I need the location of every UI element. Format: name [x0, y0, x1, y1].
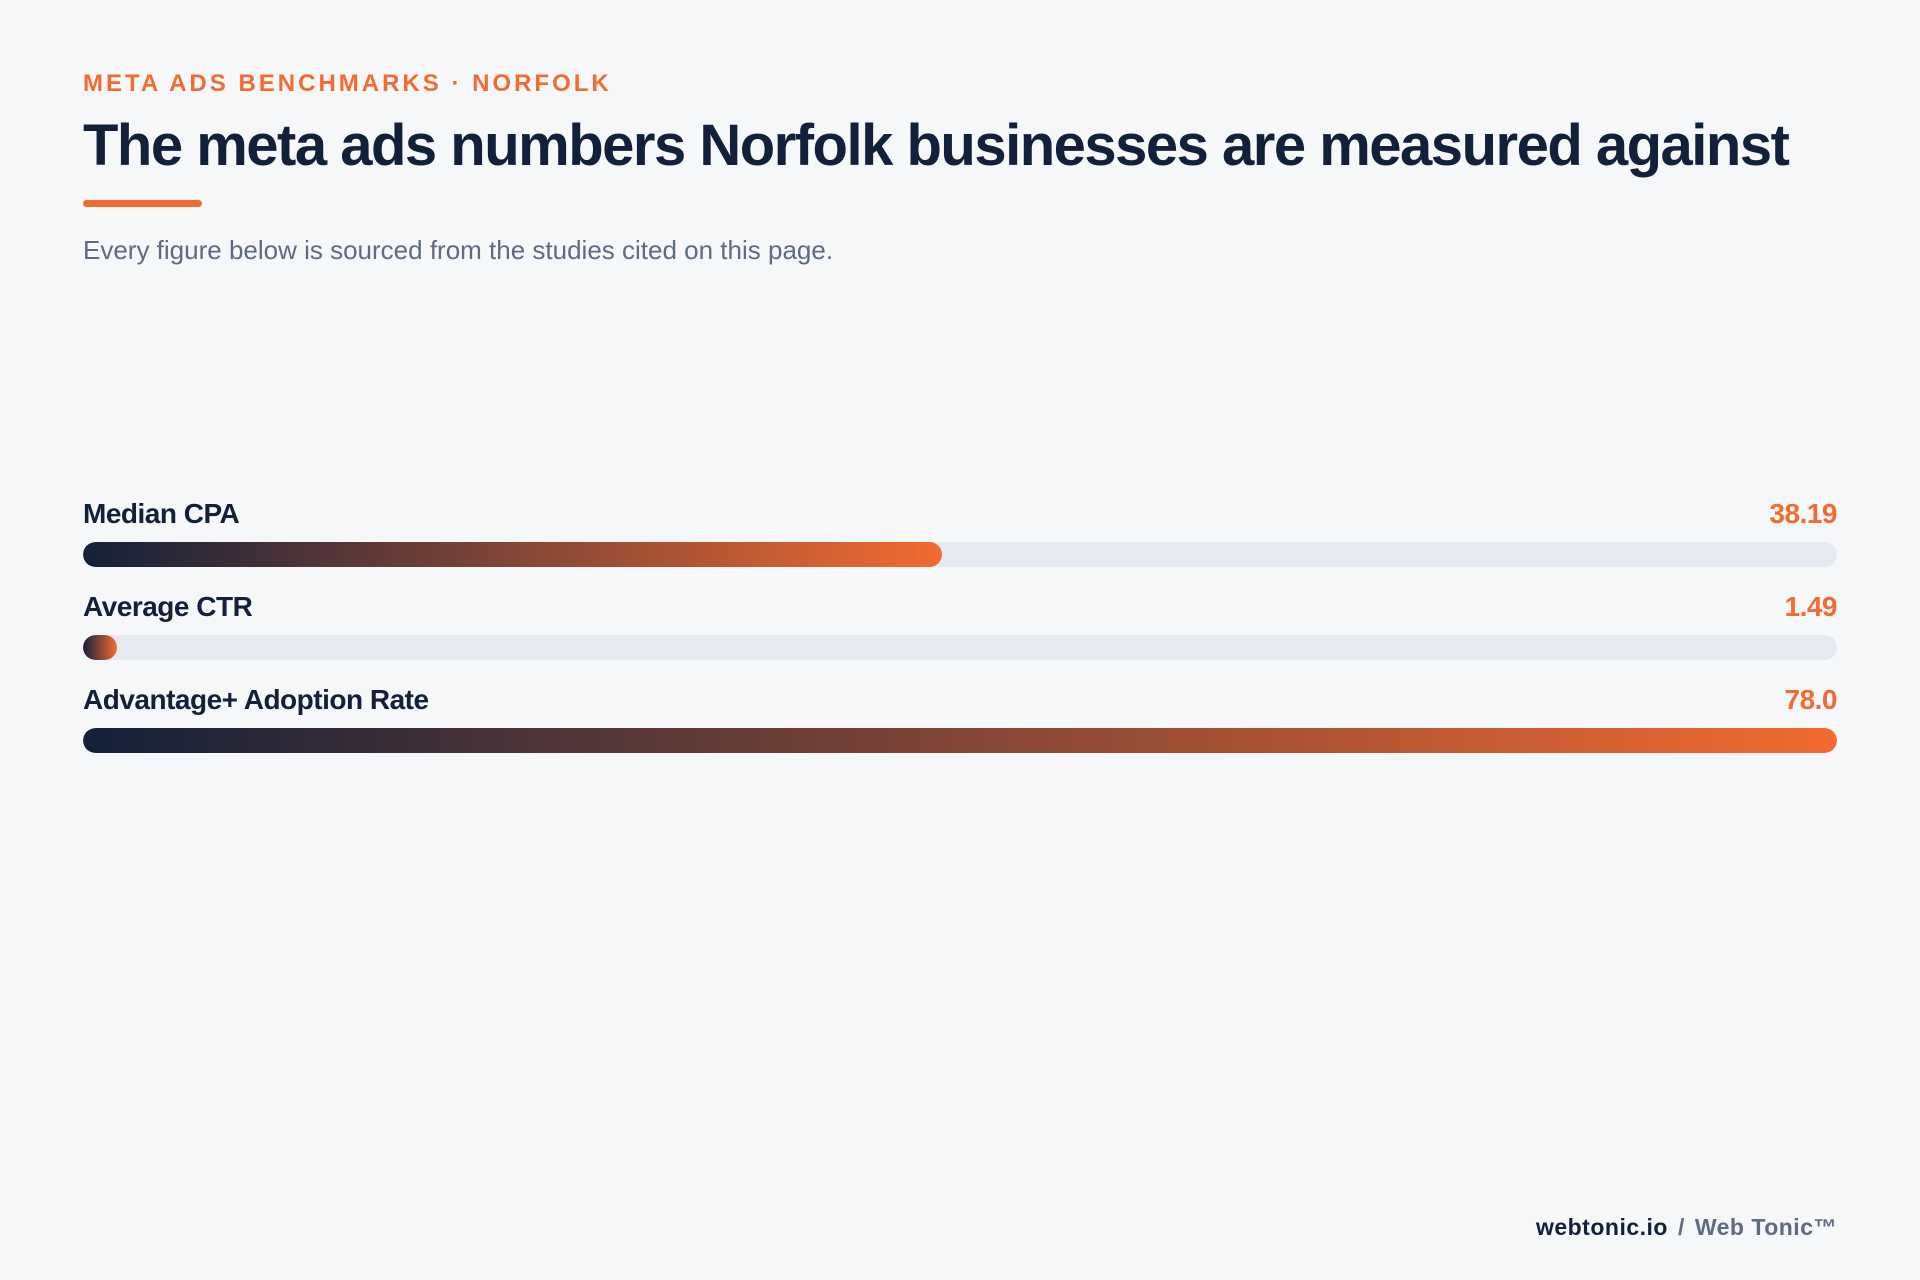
bar-header: Advantage+ Adoption Rate 78.0: [83, 678, 1837, 728]
bar-row: Advantage+ Adoption Rate 78.0: [83, 678, 1837, 771]
bar-label: Average CTR: [83, 591, 253, 622]
bar-label: Advantage+ Adoption Rate: [83, 684, 429, 715]
bar-value-label: 78.0: [1784, 684, 1838, 715]
bar-chart: Median CPA 38.19 Average CTR 1.49 Advantage+…: [83, 492, 1837, 771]
bar-row: Average CTR 1.49: [83, 585, 1837, 678]
bar-header: Median CPA 38.19: [83, 492, 1837, 542]
footer-site-link[interactable]: webtonic.io: [1535, 1214, 1668, 1240]
bar-value-label: 1.49: [1784, 591, 1838, 622]
bar-header: Average CTR 1.49: [83, 585, 1837, 635]
bar-track: [83, 542, 1837, 567]
page-title: The meta ads numbers Norfolk businesses …: [83, 113, 1790, 178]
title-underline: [83, 200, 202, 207]
footer-credit: webtonic.io / Web Tonic™: [1536, 1214, 1837, 1241]
footer-brand: Web Tonic™: [1694, 1214, 1837, 1240]
footer-separator: /: [1677, 1214, 1685, 1240]
page-subtitle: Every figure below is sourced from the s…: [83, 235, 834, 265]
bar-fill: [83, 635, 117, 660]
bar-track: [83, 728, 1837, 753]
eyebrow-label: META ADS BENCHMARKS · NORFOLK: [83, 70, 612, 97]
bar-label: Median CPA: [83, 498, 240, 529]
bar-row: Median CPA 38.19: [83, 492, 1837, 585]
bar-fill: [83, 542, 942, 567]
bar-fill: [83, 728, 1837, 753]
bar-value-label: 38.19: [1769, 498, 1837, 529]
bar-track: [83, 635, 1837, 660]
